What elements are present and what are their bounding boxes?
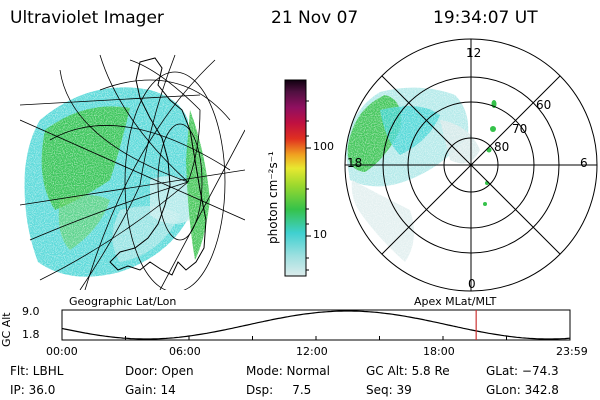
mlat-label-60: 60 — [536, 98, 552, 112]
ip-readout: IP: 36.0 — [10, 383, 56, 397]
polar-panel-caption: Apex MLat/MLT — [414, 295, 497, 308]
altitude-axis-label: GC Alt — [0, 312, 13, 347]
mlt-label-12: 12 — [466, 46, 482, 60]
seq-readout: Seq: 39 — [366, 383, 412, 397]
colorbar — [284, 79, 311, 277]
geo-panel-caption: Geographic Lat/Lon — [69, 295, 177, 308]
mode-readout: Mode: Normal — [246, 364, 330, 378]
altitude-tick-max: 9.0 — [22, 305, 40, 318]
colorbar-tick-100: 100 — [313, 140, 334, 153]
polar-plot-panel — [344, 38, 598, 292]
dsp-readout: Dsp: 7.5 — [246, 383, 312, 397]
mlt-label-0: 0 — [468, 277, 476, 291]
gain-readout: Gain: 14 — [125, 383, 176, 397]
filter-readout: Flt: LBHL — [10, 364, 64, 378]
colorbar-unit-label: photon cm⁻²s⁻¹ — [266, 151, 280, 244]
time-tick-1200: 12:00 — [296, 345, 328, 358]
geographic-map-panel — [20, 50, 245, 290]
time-tick-1800: 18:00 — [423, 345, 455, 358]
mlat-label-70: 70 — [512, 122, 528, 136]
date-label: 21 Nov 07 — [271, 8, 359, 28]
mlt-label-6: 6 — [580, 156, 588, 170]
altitude-tick-min: 1.8 — [22, 328, 40, 341]
altitude-strip — [61, 309, 571, 341]
glon-readout: GLon: 342.8 — [486, 383, 559, 397]
time-tick-0600: 06:00 — [169, 345, 201, 358]
door-readout: Door: Open — [125, 364, 194, 378]
app-title: Ultraviolet Imager — [10, 8, 164, 28]
time-tick-0000: 00:00 — [46, 345, 78, 358]
mlt-label-18: 18 — [347, 156, 363, 170]
gc-alt-readout: GC Alt: 5.8 Re — [366, 364, 450, 378]
colorbar-tick-10: 10 — [313, 228, 327, 241]
time-label: 19:34:07 UT — [433, 8, 538, 28]
mlat-label-80: 80 — [494, 140, 510, 154]
time-tick-2359: 23:59 — [556, 345, 588, 358]
glat-readout: GLat: −74.3 — [486, 364, 559, 378]
